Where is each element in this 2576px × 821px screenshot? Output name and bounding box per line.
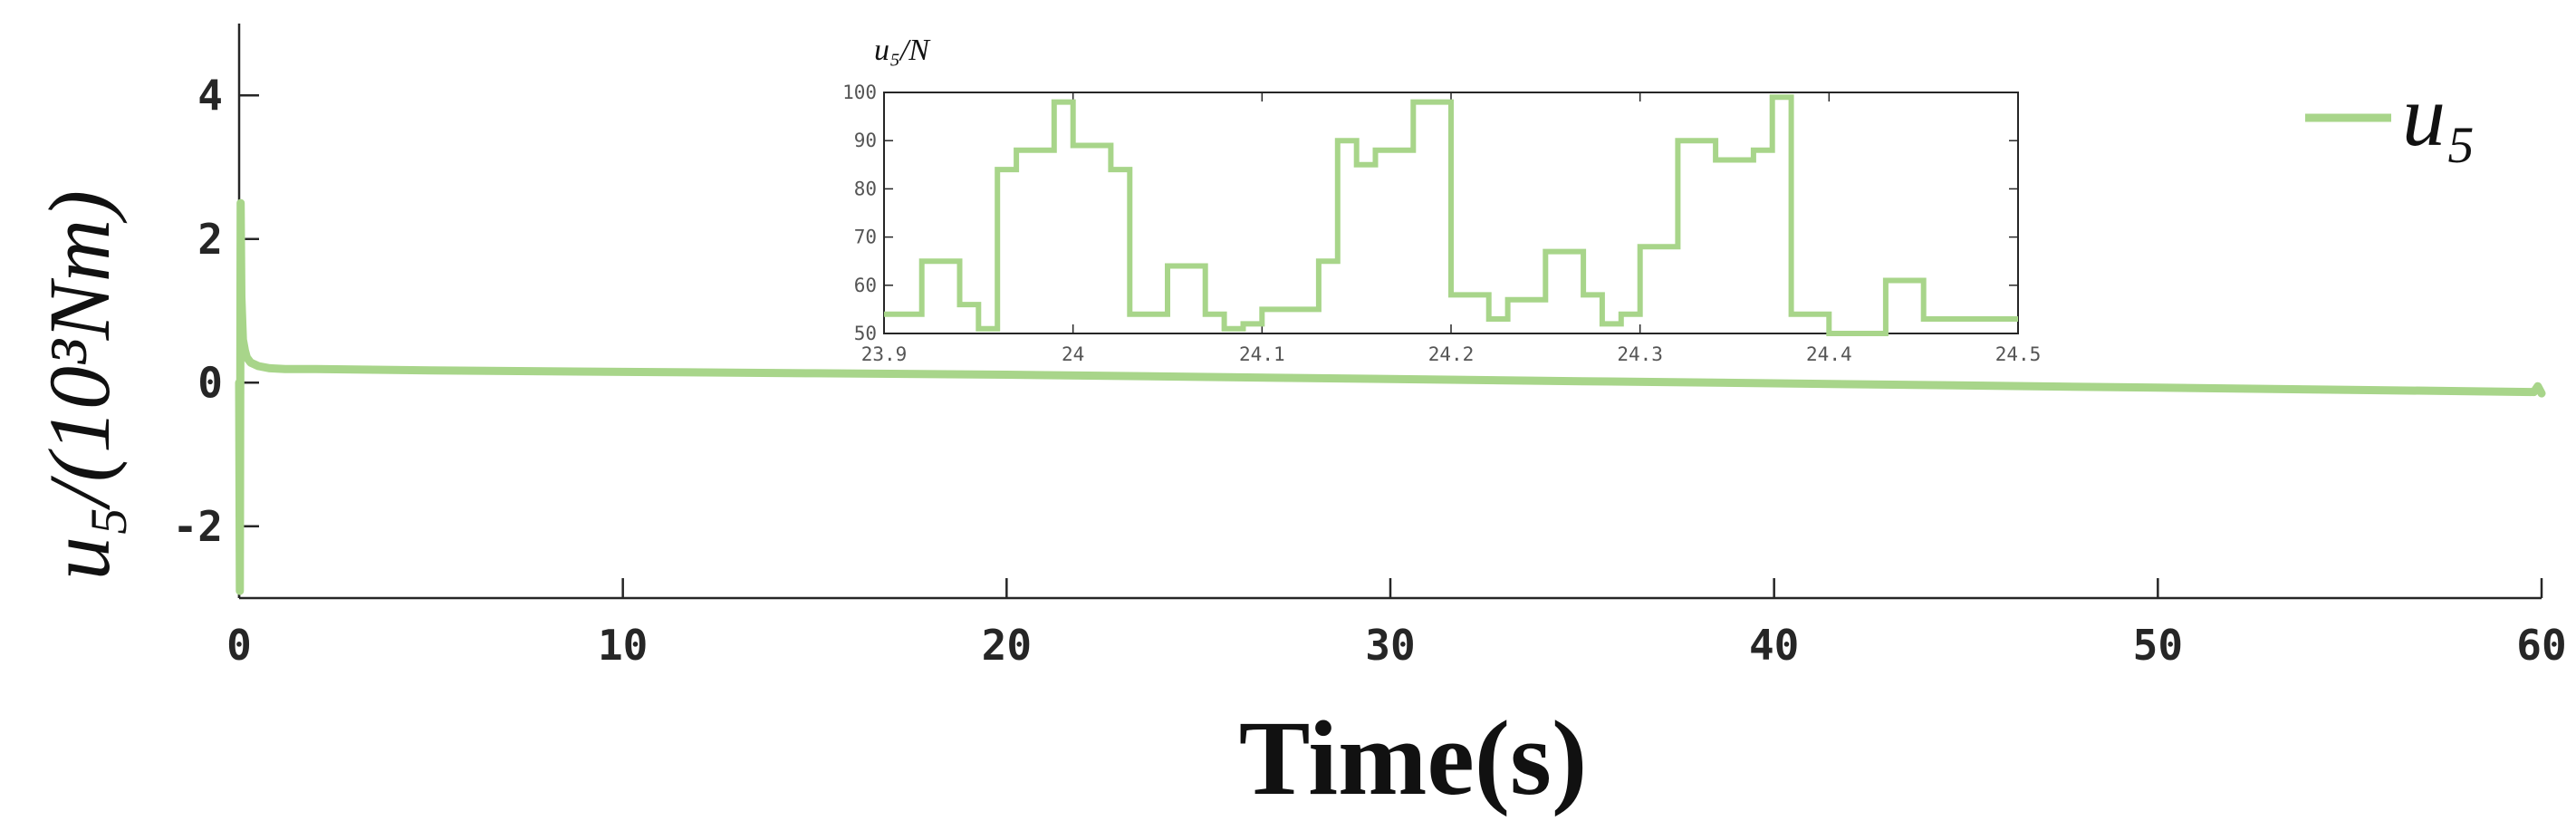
y-tick-label: -2	[173, 502, 223, 551]
inset-y-axis-label: u₅/N	[874, 34, 931, 67]
inset-x-tick-label: 24.4	[1806, 343, 1852, 365]
inset-y-tick-label: 50	[854, 323, 877, 344]
inset-y-tick-label: 100	[842, 82, 877, 103]
inset-panel: 23.9 24 24.1 24.2 24.3 24.4 24.5 50 60 70 80 90 100	[842, 82, 2041, 365]
labels: Time(s) u₅/(10³Nm) u₅/N	[31, 34, 1587, 817]
x-tick-label: 20	[982, 621, 1032, 670]
series-line-u5	[235, 198, 2546, 595]
inset-x-tick-label: 23.9	[861, 343, 908, 365]
inset-y-tick-label: 90	[854, 130, 877, 151]
inset-x-tick-label: 24.5	[1995, 343, 2042, 365]
y-tick-label: 2	[197, 215, 223, 264]
inset-y-tick-label: 70	[854, 227, 877, 248]
legend-label-u5: u₅	[2402, 67, 2475, 164]
x-tick-label: 0	[226, 621, 252, 670]
y-axis-label: u₅/(10³Nm)	[31, 190, 128, 580]
x-tick-label: 40	[1749, 621, 1799, 670]
inset-x-tick-label: 24.1	[1239, 343, 1285, 365]
x-tick-label: 60	[2516, 621, 2566, 670]
x-axis-label: Time(s)	[1239, 699, 1588, 817]
inset-y-tick-label: 80	[854, 178, 877, 199]
x-tick-label: 50	[2133, 621, 2183, 670]
legend: u₅	[2305, 67, 2475, 164]
x-tick-label: 10	[598, 621, 648, 670]
y-tick-label: 0	[197, 358, 223, 407]
inset-series-step-u5	[884, 94, 2018, 336]
x-tick-label: 30	[1365, 621, 1415, 670]
inset-y-tick-label: 60	[854, 275, 877, 296]
inset-x-tick-label: 24	[1062, 343, 1084, 365]
inset-x-tick-label: 24.3	[1617, 343, 1663, 365]
inset-x-tick-label: 24.2	[1428, 343, 1475, 365]
y-tick-label: 4	[197, 71, 223, 120]
main-series	[235, 198, 2546, 595]
